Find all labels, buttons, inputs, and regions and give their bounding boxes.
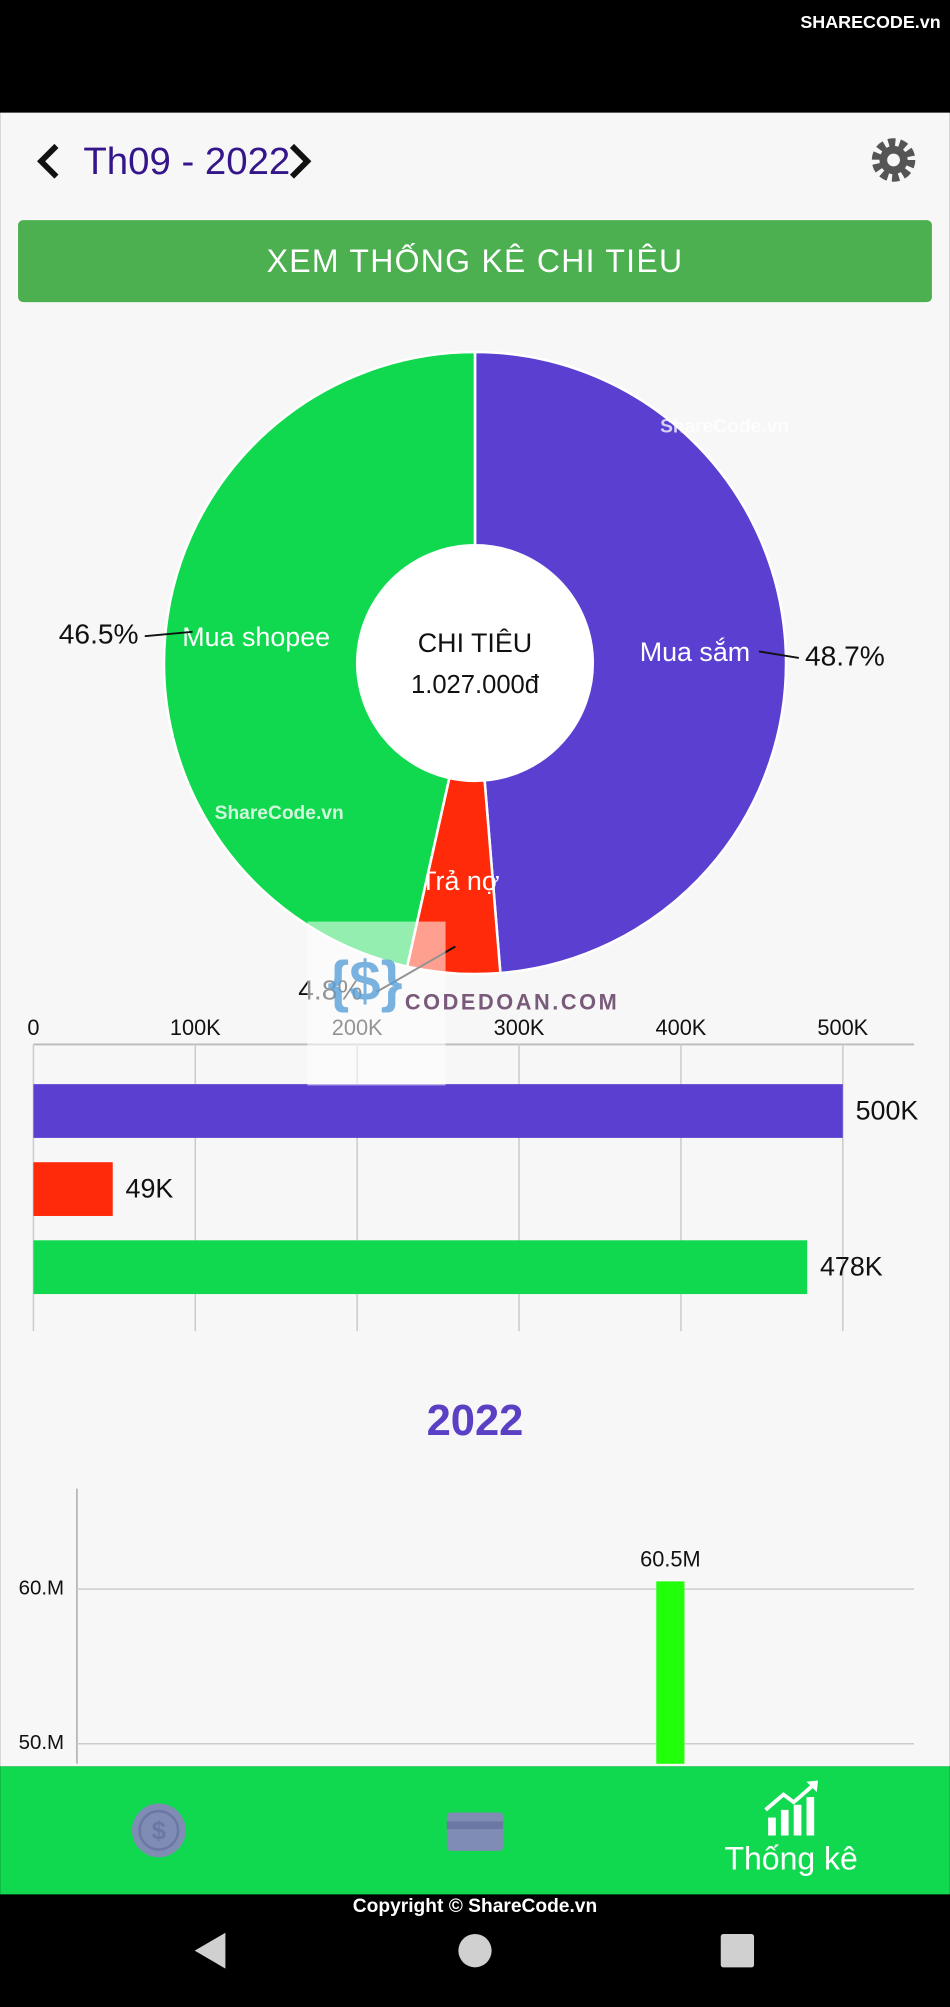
pie-center-title: CHI TIÊU <box>418 627 532 658</box>
prev-month-button[interactable] <box>37 143 59 179</box>
system-recents[interactable] <box>720 1934 755 1968</box>
slice-label: Mua shopee <box>182 622 330 652</box>
watermark: ShareCode.vn <box>660 417 789 438</box>
bar <box>33 1240 808 1295</box>
statistics-button[interactable] <box>18 220 932 303</box>
bar <box>33 1084 843 1138</box>
system-home[interactable] <box>458 1934 492 1968</box>
bar <box>33 1162 113 1216</box>
nav-statistics[interactable]: Thống kê <box>724 1780 858 1877</box>
x-tick-label: 0 <box>27 1015 39 1040</box>
statistics-button-label: XEM THỐNG KÊ CHI TIÊU <box>267 243 684 279</box>
slice-label: Trả nợ <box>420 866 499 896</box>
y-tick-label: 60.M <box>19 1577 65 1600</box>
next-month-button[interactable] <box>289 143 312 179</box>
month-label: Th09 - 2022 <box>83 140 290 183</box>
watermark: SHARECODE.vn <box>800 12 940 32</box>
nav-transactions[interactable]: $ <box>131 1803 186 1858</box>
x-tick-label: 300K <box>494 1015 545 1040</box>
watermark-logo-symbol: {$} <box>327 949 402 1012</box>
pie-hole <box>357 545 593 781</box>
leader-line <box>144 630 193 638</box>
slice-value-label: 48.7% <box>805 640 885 671</box>
watermark: ShareCode.vn <box>215 803 344 824</box>
nav-wallet[interactable] <box>446 1812 504 1851</box>
watermark-logo <box>307 921 446 1086</box>
bar-value-label: 60.5M <box>640 1547 700 1572</box>
copyright: Copyright © ShareCode.vn <box>353 1896 597 1917</box>
pie-center-value: 1.027.000đ <box>411 671 540 699</box>
y-tick-label: 50.M <box>19 1731 65 1754</box>
system-back[interactable] <box>194 1932 226 1969</box>
leader-line <box>758 650 799 659</box>
svg-text:$: $ <box>152 1818 166 1846</box>
nav-statistics-label: Thống kê <box>724 1841 857 1877</box>
slice-value-label: 46.5% <box>59 619 139 650</box>
chart-title: 2022 <box>427 1397 524 1445</box>
watermark: CODEDOAN.COM <box>405 989 619 1014</box>
bar-value-label: 478K <box>820 1252 883 1282</box>
x-tick-label: 400K <box>656 1015 707 1040</box>
x-tick-label: 100K <box>170 1015 221 1040</box>
bar-value-label: 500K <box>856 1095 919 1125</box>
bar <box>656 1581 685 1764</box>
slice-label: Mua sắm <box>640 636 750 667</box>
x-tick-label: 500K <box>817 1015 868 1040</box>
plot-area <box>75 1488 915 1764</box>
bar-value-label: 49K <box>126 1173 174 1203</box>
settings-button[interactable] <box>871 138 916 182</box>
